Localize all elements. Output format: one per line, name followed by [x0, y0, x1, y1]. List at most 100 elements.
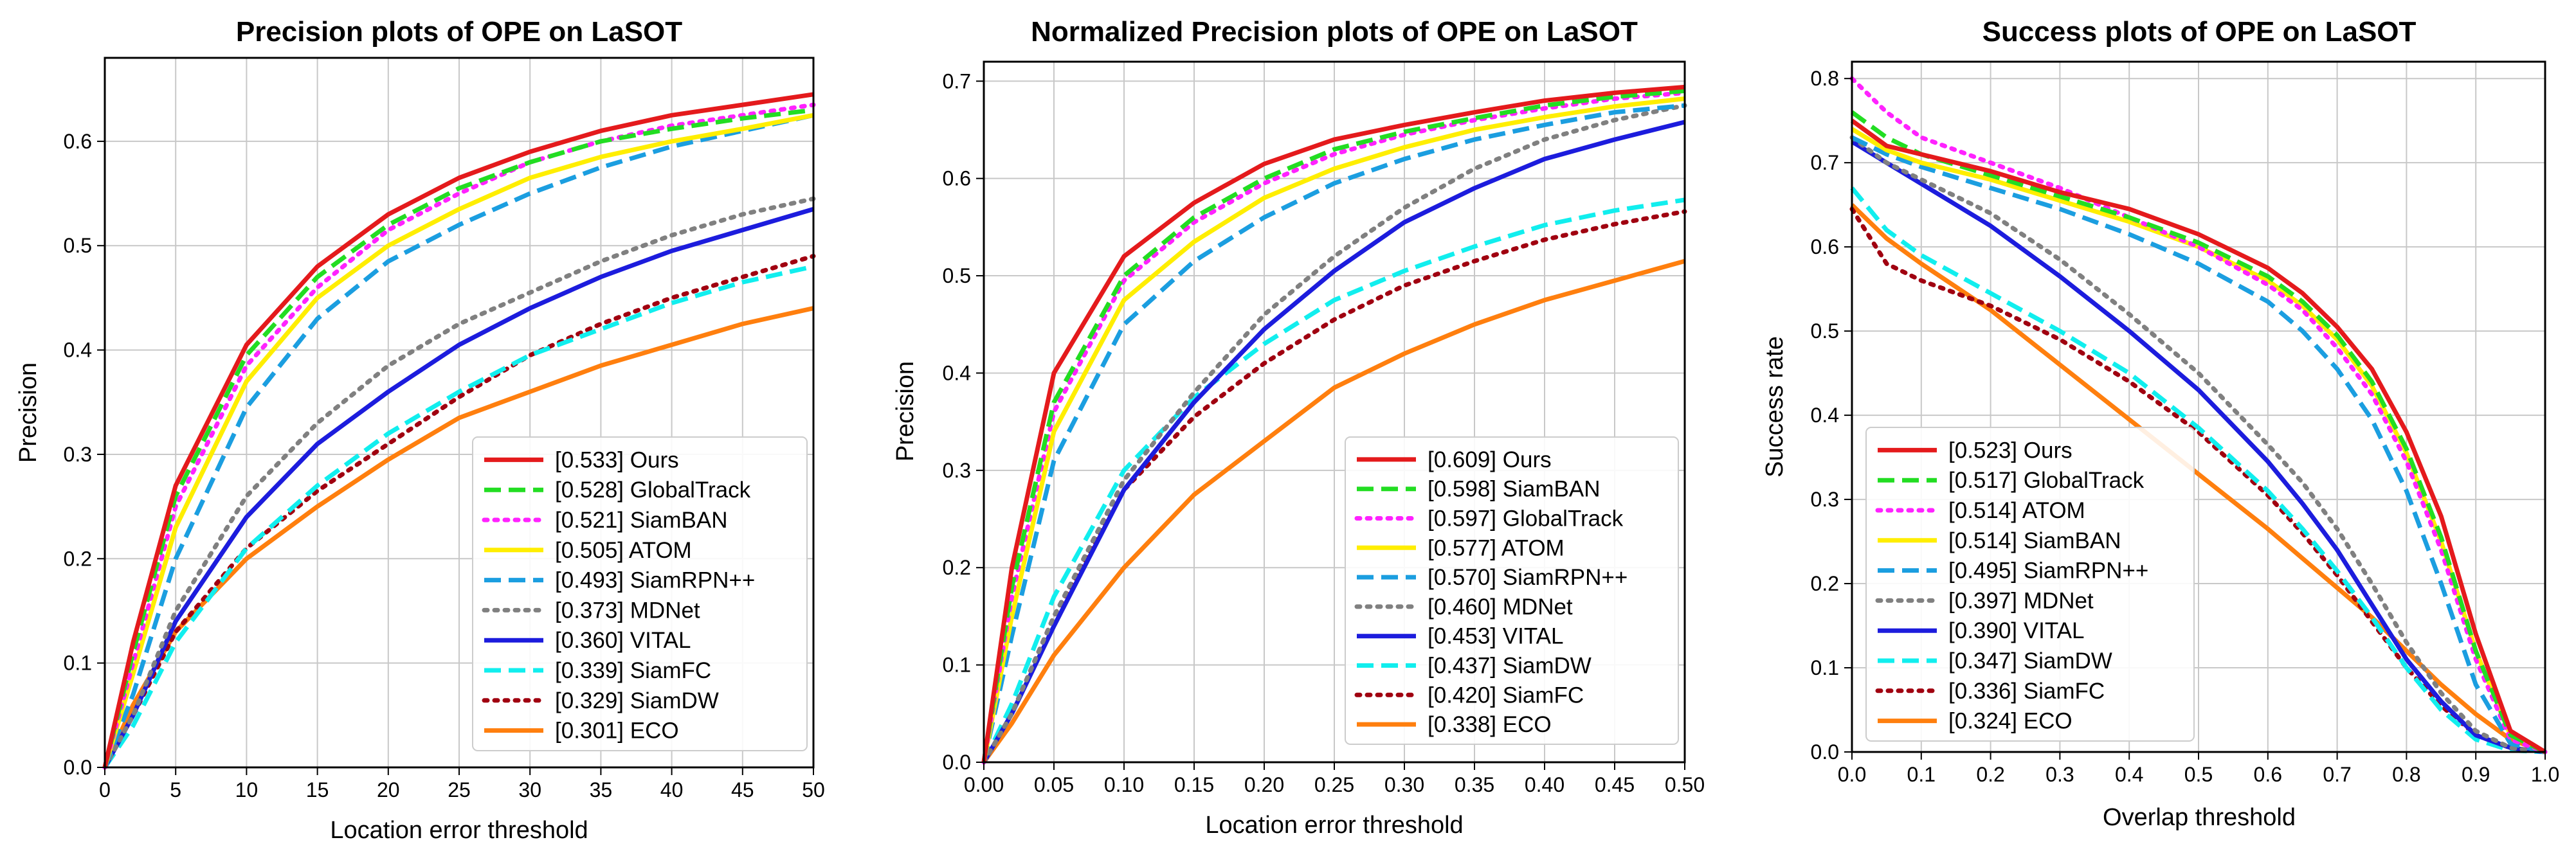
y-tick-label: 0.5 — [1811, 319, 1839, 343]
y-tick-label: 0.3 — [943, 459, 971, 482]
y-tick-label: 0.0 — [943, 751, 971, 774]
series-line — [102, 112, 814, 769]
x-tick-label: 0.0 — [1838, 763, 1866, 786]
axis-ticks: 0.00 0.05 0.10 0.15 0.20 0.25 0.30 0.35 0.40 0.45… — [943, 69, 1705, 796]
y-tick-label: 0.0 — [1811, 740, 1839, 764]
legend-entry: [0.390] VITAL — [1948, 618, 2084, 643]
x-tick-label: 0.50 — [1665, 773, 1705, 796]
legend-entry: [0.338] ECO — [1428, 712, 1552, 737]
legend-entry: [0.597] GlobalTrack — [1428, 506, 1624, 532]
x-tick-label: 0.45 — [1595, 773, 1635, 796]
legend-entry: [0.373] MDNet — [555, 598, 700, 623]
legend-entry: [0.514] ATOM — [1948, 498, 2085, 523]
legend-entry: [0.521] SiamBAN — [555, 508, 727, 533]
legend-entry: [0.523] Ours — [1948, 438, 2073, 463]
chart-title: Normalized Precision plots of OPE on LaS… — [1031, 16, 1638, 48]
y-tick-label: 0.3 — [1811, 488, 1839, 511]
x-tick-label: 1.0 — [2531, 763, 2559, 786]
x-tick-label: 0.8 — [2392, 763, 2420, 786]
y-tick-label: 0.2 — [1811, 572, 1839, 595]
legend: [0.533] Ours [0.528] GlobalTrack [0.521] S… — [472, 436, 808, 751]
x-tick-label: 0.2 — [1976, 763, 2004, 786]
legend-entry: [0.437] SiamDW — [1428, 654, 1592, 679]
chart-title: Precision plots of OPE on LaSOT — [236, 16, 682, 48]
x-tick-label: 45 — [731, 778, 754, 801]
y-tick-label: 0.3 — [64, 443, 92, 466]
x-tick-label: 35 — [590, 778, 613, 801]
series-line — [981, 84, 1685, 763]
y-axis-label: Precision — [892, 361, 919, 461]
legend-entry: [0.339] SiamFC — [555, 658, 711, 683]
x-tick-label: 0 — [99, 778, 111, 801]
x-tick-label: 0.5 — [2184, 763, 2213, 786]
data-series — [1849, 76, 2548, 755]
series-line — [982, 258, 1685, 764]
y-tick-label: 0.2 — [943, 556, 971, 579]
legend-entry: [0.577] ATOM — [1428, 535, 1565, 560]
x-tick-label: 0.15 — [1174, 773, 1214, 796]
series-line — [1851, 135, 2546, 755]
series-line — [1849, 76, 2548, 755]
series-line — [102, 196, 816, 770]
x-tick-label: 50 — [802, 778, 825, 801]
series-line — [102, 107, 814, 768]
normalized-precision-plot-panel: Normalized Precision plots of OPE on LaS… — [892, 16, 1705, 839]
legend-entry: [0.420] SiamFC — [1428, 683, 1584, 708]
y-tick-label: 0.1 — [1811, 656, 1839, 679]
legend-entry: [0.453] VITAL — [1428, 624, 1563, 649]
legend-entry: [0.493] SiamRPN++ — [555, 568, 755, 593]
legend-entry: [0.514] SiamBAN — [1948, 528, 2121, 553]
legend-entry: [0.570] SiamRPN++ — [1428, 565, 1628, 590]
series-line — [981, 90, 1687, 765]
x-tick-label: 0.35 — [1455, 773, 1494, 796]
y-tick-label: 0.7 — [943, 69, 971, 93]
series-line — [102, 112, 814, 769]
y-tick-label: 0.1 — [64, 652, 92, 675]
series-line — [981, 103, 1687, 765]
x-tick-label: 0.1 — [1907, 763, 1936, 786]
series-line — [1850, 110, 2546, 755]
y-tick-label: 0.2 — [64, 547, 92, 570]
y-tick-label: 0.5 — [64, 234, 92, 257]
series-line — [1850, 118, 2546, 754]
y-tick-label: 0.6 — [64, 130, 92, 153]
legend-entry: [0.528] GlobalTrack — [555, 478, 751, 503]
x-tick-label: 0.9 — [2462, 763, 2490, 786]
y-tick-label: 0.4 — [64, 339, 92, 362]
x-tick-label: 0.20 — [1244, 773, 1284, 796]
x-tick-label: 0.25 — [1314, 773, 1354, 796]
series-line — [102, 92, 814, 768]
series-line — [981, 96, 1685, 763]
x-tick-label: 30 — [518, 778, 541, 801]
y-tick-label: 0.8 — [1811, 67, 1839, 90]
y-tick-label: 0.1 — [943, 654, 971, 677]
x-axis-label: Location error threshold — [1205, 812, 1463, 839]
legend-entry: [0.336] SiamFC — [1948, 679, 2105, 704]
series-line — [1850, 186, 2546, 755]
y-tick-label: 0.5 — [943, 264, 971, 287]
success-plot-panel: Success plots of OPE on LaSOT 0.0 0.1 0.2 0… — [1761, 16, 2559, 831]
x-axis-label: Location error threshold — [330, 817, 588, 844]
legend-entry: [0.495] SiamRPN++ — [1948, 559, 2148, 584]
x-tick-label: 25 — [448, 778, 471, 801]
y-tick-label: 0.7 — [1811, 151, 1839, 174]
x-tick-label: 0.6 — [2254, 763, 2282, 786]
legend-box — [1865, 427, 2195, 742]
legend-entry: [0.360] VITAL — [555, 628, 691, 653]
x-tick-label: 0.7 — [2323, 763, 2351, 786]
axis-ticks: 0 5 10 15 20 25 30 35 40 45 50 0.0 0.1 0.2 0.3 0.4 0.5 0.… — [64, 130, 825, 801]
data-series — [102, 92, 816, 770]
y-tick-label: 0.6 — [943, 167, 971, 190]
series-line — [1850, 203, 2546, 755]
chart-title: Success plots of OPE on LaSOT — [1982, 16, 2417, 48]
x-tick-label: 0.4 — [2115, 763, 2143, 786]
series-line — [981, 103, 1685, 763]
precision-plot-panel: Precision plots of OPE on LaSOT 0 5 10 15 20… — [15, 16, 825, 844]
legend: [0.609] Ours [0.598] SiamBAN [0.597] Globa… — [1345, 436, 1679, 745]
legend-box — [472, 436, 808, 751]
series-line — [981, 120, 1685, 764]
series-line — [103, 264, 814, 769]
axis-ticks: 0.0 0.1 0.2 0.3 0.4 0.5 0.6 0.7 0.8 0.9 1.0 0.0 0.1 0… — [1811, 67, 2560, 786]
y-tick-label: 0.0 — [64, 756, 92, 779]
series-line — [1851, 139, 2546, 755]
